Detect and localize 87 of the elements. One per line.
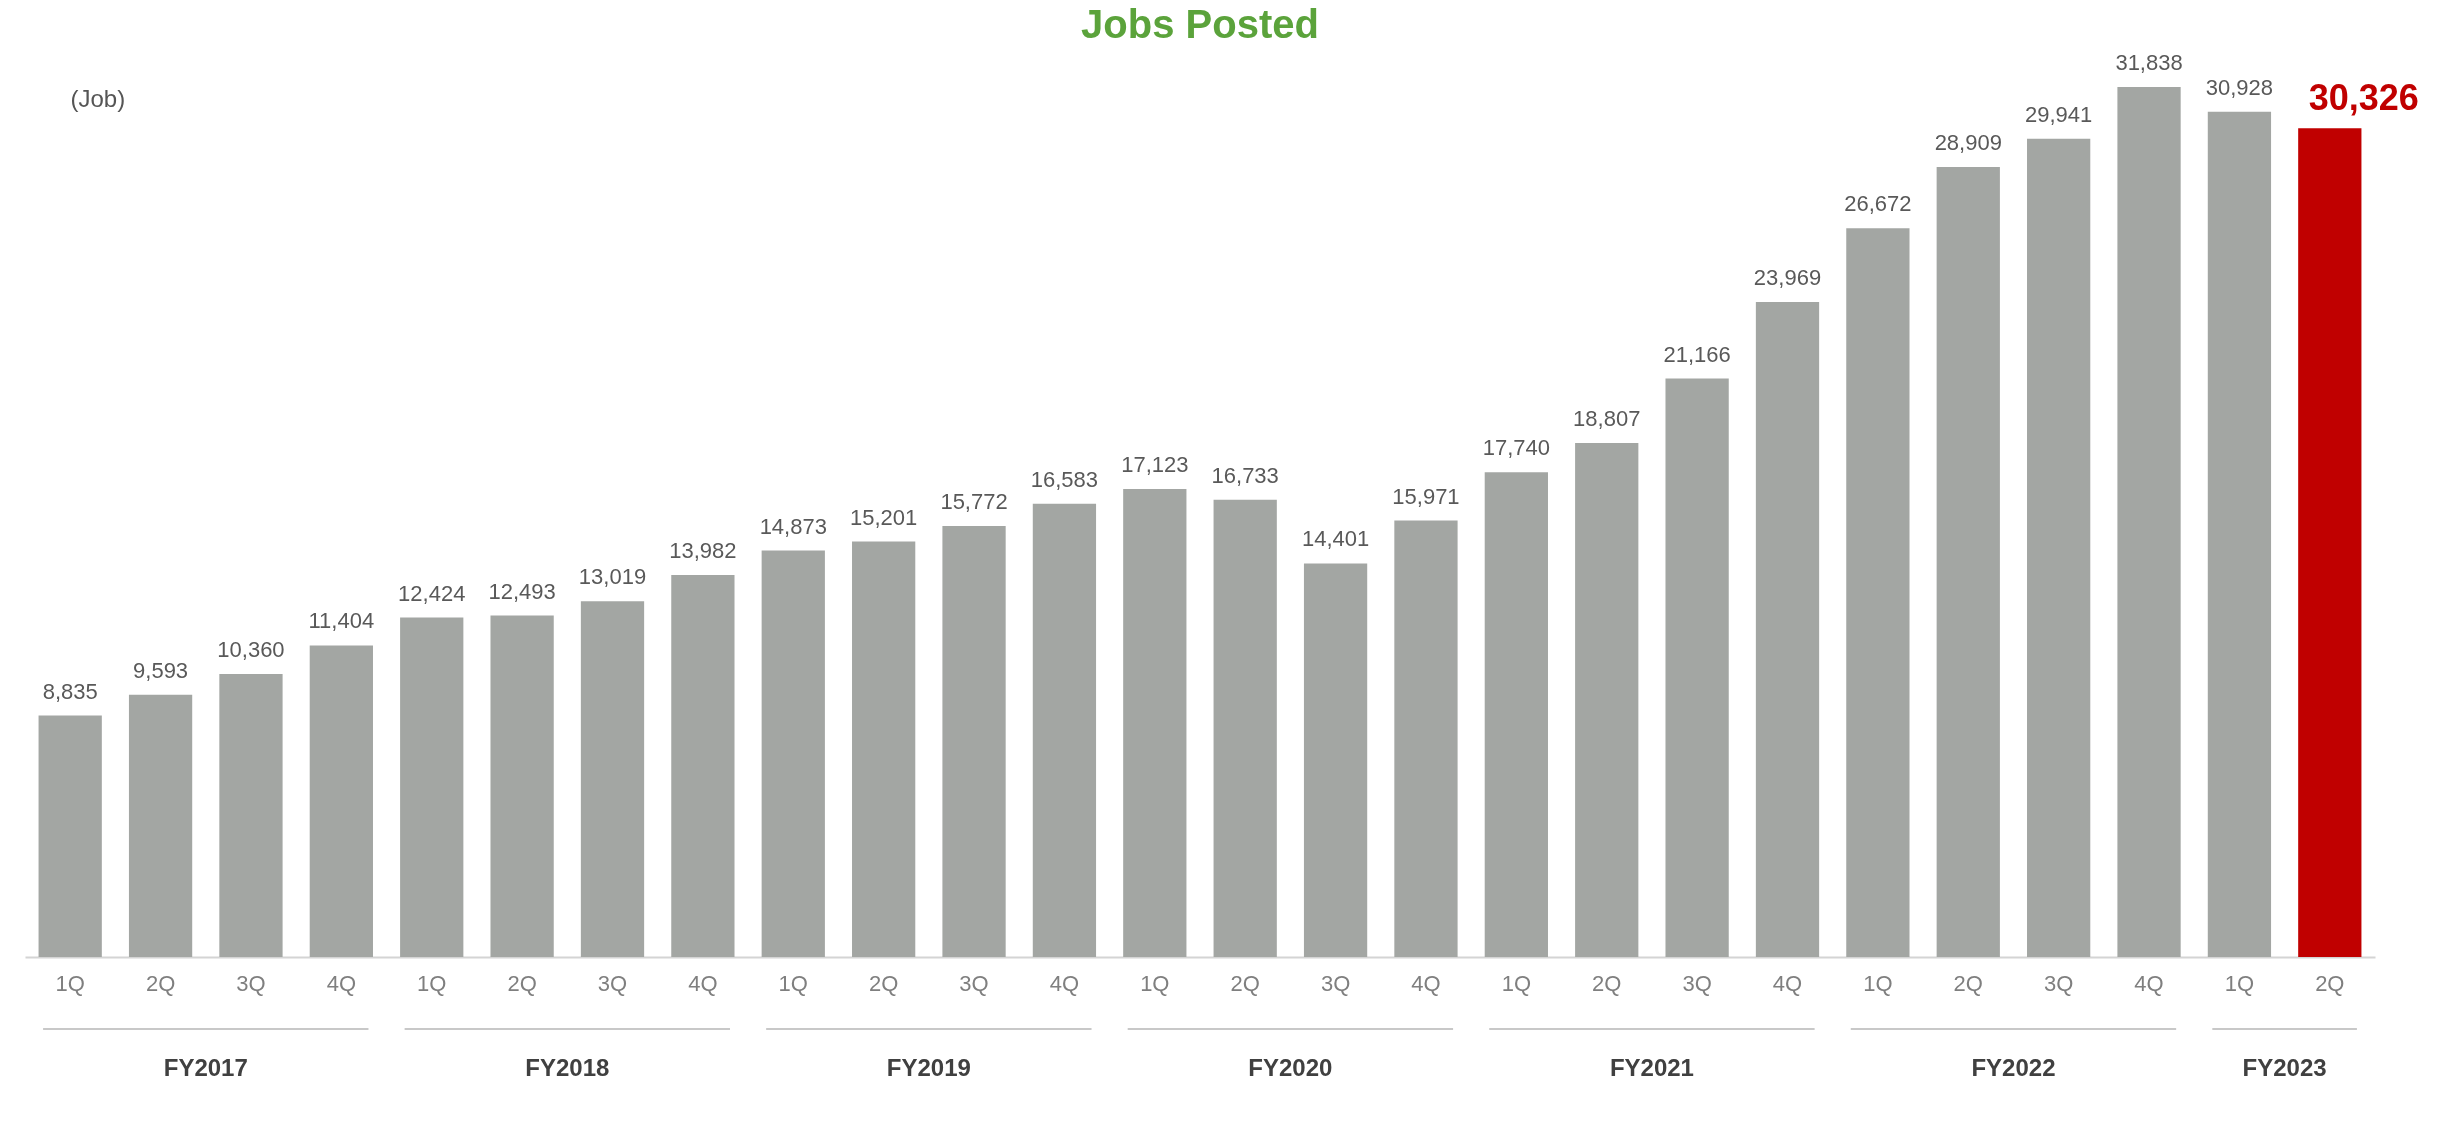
x-tick-label: 3Q [1320, 970, 1351, 996]
data-label: 15,772 [940, 489, 1008, 515]
data-label: 14,873 [759, 513, 827, 539]
bar [219, 673, 283, 957]
text: FY2021 [1609, 1054, 1694, 1081]
bar [128, 694, 193, 957]
x-tick-label: 1Q [778, 970, 808, 996]
text: FY2018 [525, 1054, 610, 1081]
data-label: 30,928 [2205, 74, 2274, 100]
data-label: 10,360 [217, 636, 285, 662]
x-tick-label: 2Q [1592, 970, 1622, 996]
data-label: 14,401 [1301, 526, 1370, 552]
x-tick-label: 3Q [597, 970, 628, 996]
x-tick-label: 4Q [688, 970, 718, 996]
data-label: 29,941 [2025, 101, 2093, 127]
x-tick-label: 2Q [1953, 970, 1983, 996]
x-tick-label: 2Q [145, 970, 176, 996]
x-tick-label: 1Q [1863, 970, 1893, 996]
x-tick-label: 3Q [1682, 970, 1712, 996]
x-tick-label: 1Q [417, 970, 447, 996]
bar [1484, 472, 1548, 957]
data-label: 21,166 [1663, 341, 1731, 367]
text: FY2022 [1971, 1054, 2056, 1081]
x-tick-label: 1Q [55, 970, 85, 996]
x-tick-label: 1Q [1140, 970, 1170, 996]
data-label: 13,982 [669, 537, 737, 563]
bar [1032, 503, 1097, 957]
data-label: 11,404 [308, 608, 375, 634]
data-label: 15,201 [850, 504, 918, 530]
text: FY2020 [1248, 1054, 1333, 1081]
bar [761, 550, 825, 957]
bar [942, 526, 1006, 957]
data-label: 15,971 [1392, 483, 1460, 509]
bar [2027, 138, 2091, 957]
x-tick-label: 4Q [1049, 970, 1080, 996]
data-label: 17,123 [1121, 452, 1189, 478]
bar [2298, 128, 2362, 957]
x-tick-label: 1Q [2224, 970, 2255, 996]
bar [490, 615, 554, 957]
data-label: 17,740 [1482, 435, 1550, 461]
bar [1575, 443, 1639, 957]
data-label: 30,326 [2308, 77, 2419, 119]
data-label: 16,583 [1030, 466, 1099, 492]
x-tick-label: 2Q [507, 970, 537, 996]
data-label: 31,838 [2115, 50, 2183, 75]
data-label: 18,807 [1573, 406, 1641, 432]
bar [1303, 563, 1368, 957]
bar [38, 715, 102, 957]
data-label: 23,969 [1753, 265, 1822, 291]
x-tick-label: 2Q [1230, 970, 1260, 996]
data-label: 12,493 [488, 578, 556, 604]
x-tick-label: 3Q [236, 970, 266, 996]
bar [1846, 228, 1910, 957]
data-label: 28,909 [1934, 130, 2002, 156]
x-tick-label: 4Q [326, 970, 357, 996]
bar [1123, 489, 1187, 957]
bar [2207, 111, 2272, 957]
x-tick-label: 4Q [2134, 970, 2164, 996]
data-label: 8,835 [42, 678, 98, 704]
bar [1213, 499, 1277, 957]
text: FY2019 [886, 1054, 971, 1081]
bar [671, 574, 735, 957]
bar [1394, 520, 1458, 957]
bar [1755, 302, 1820, 957]
data-label: 26,672 [1844, 191, 1912, 217]
x-tick-label: 1Q [1501, 970, 1532, 996]
bar [309, 645, 373, 957]
bar [580, 601, 645, 957]
bar [1936, 167, 2000, 957]
x-tick-label: 4Q [1772, 970, 1803, 996]
bar [400, 617, 464, 957]
text: FY2023 [2242, 1054, 2327, 1081]
chart-title: Jobs Posted [1081, 2, 1319, 46]
data-label: 12,424 [398, 580, 466, 606]
x-tick-label: 2Q [868, 970, 899, 996]
data-label: 16,733 [1211, 462, 1279, 488]
data-label: 9,593 [133, 657, 189, 683]
x-tick-label: 4Q [1411, 970, 1441, 996]
bar [1665, 378, 1729, 957]
data-label: 13,019 [578, 564, 647, 590]
bar [852, 541, 916, 957]
y-axis-title: (Job) [70, 84, 126, 112]
text: FY2017 [163, 1054, 248, 1081]
x-tick-label: 3Q [959, 970, 989, 996]
bar [2117, 87, 2181, 957]
x-tick-label: 3Q [2043, 970, 2074, 996]
x-tick-label: 2Q [2315, 970, 2345, 996]
